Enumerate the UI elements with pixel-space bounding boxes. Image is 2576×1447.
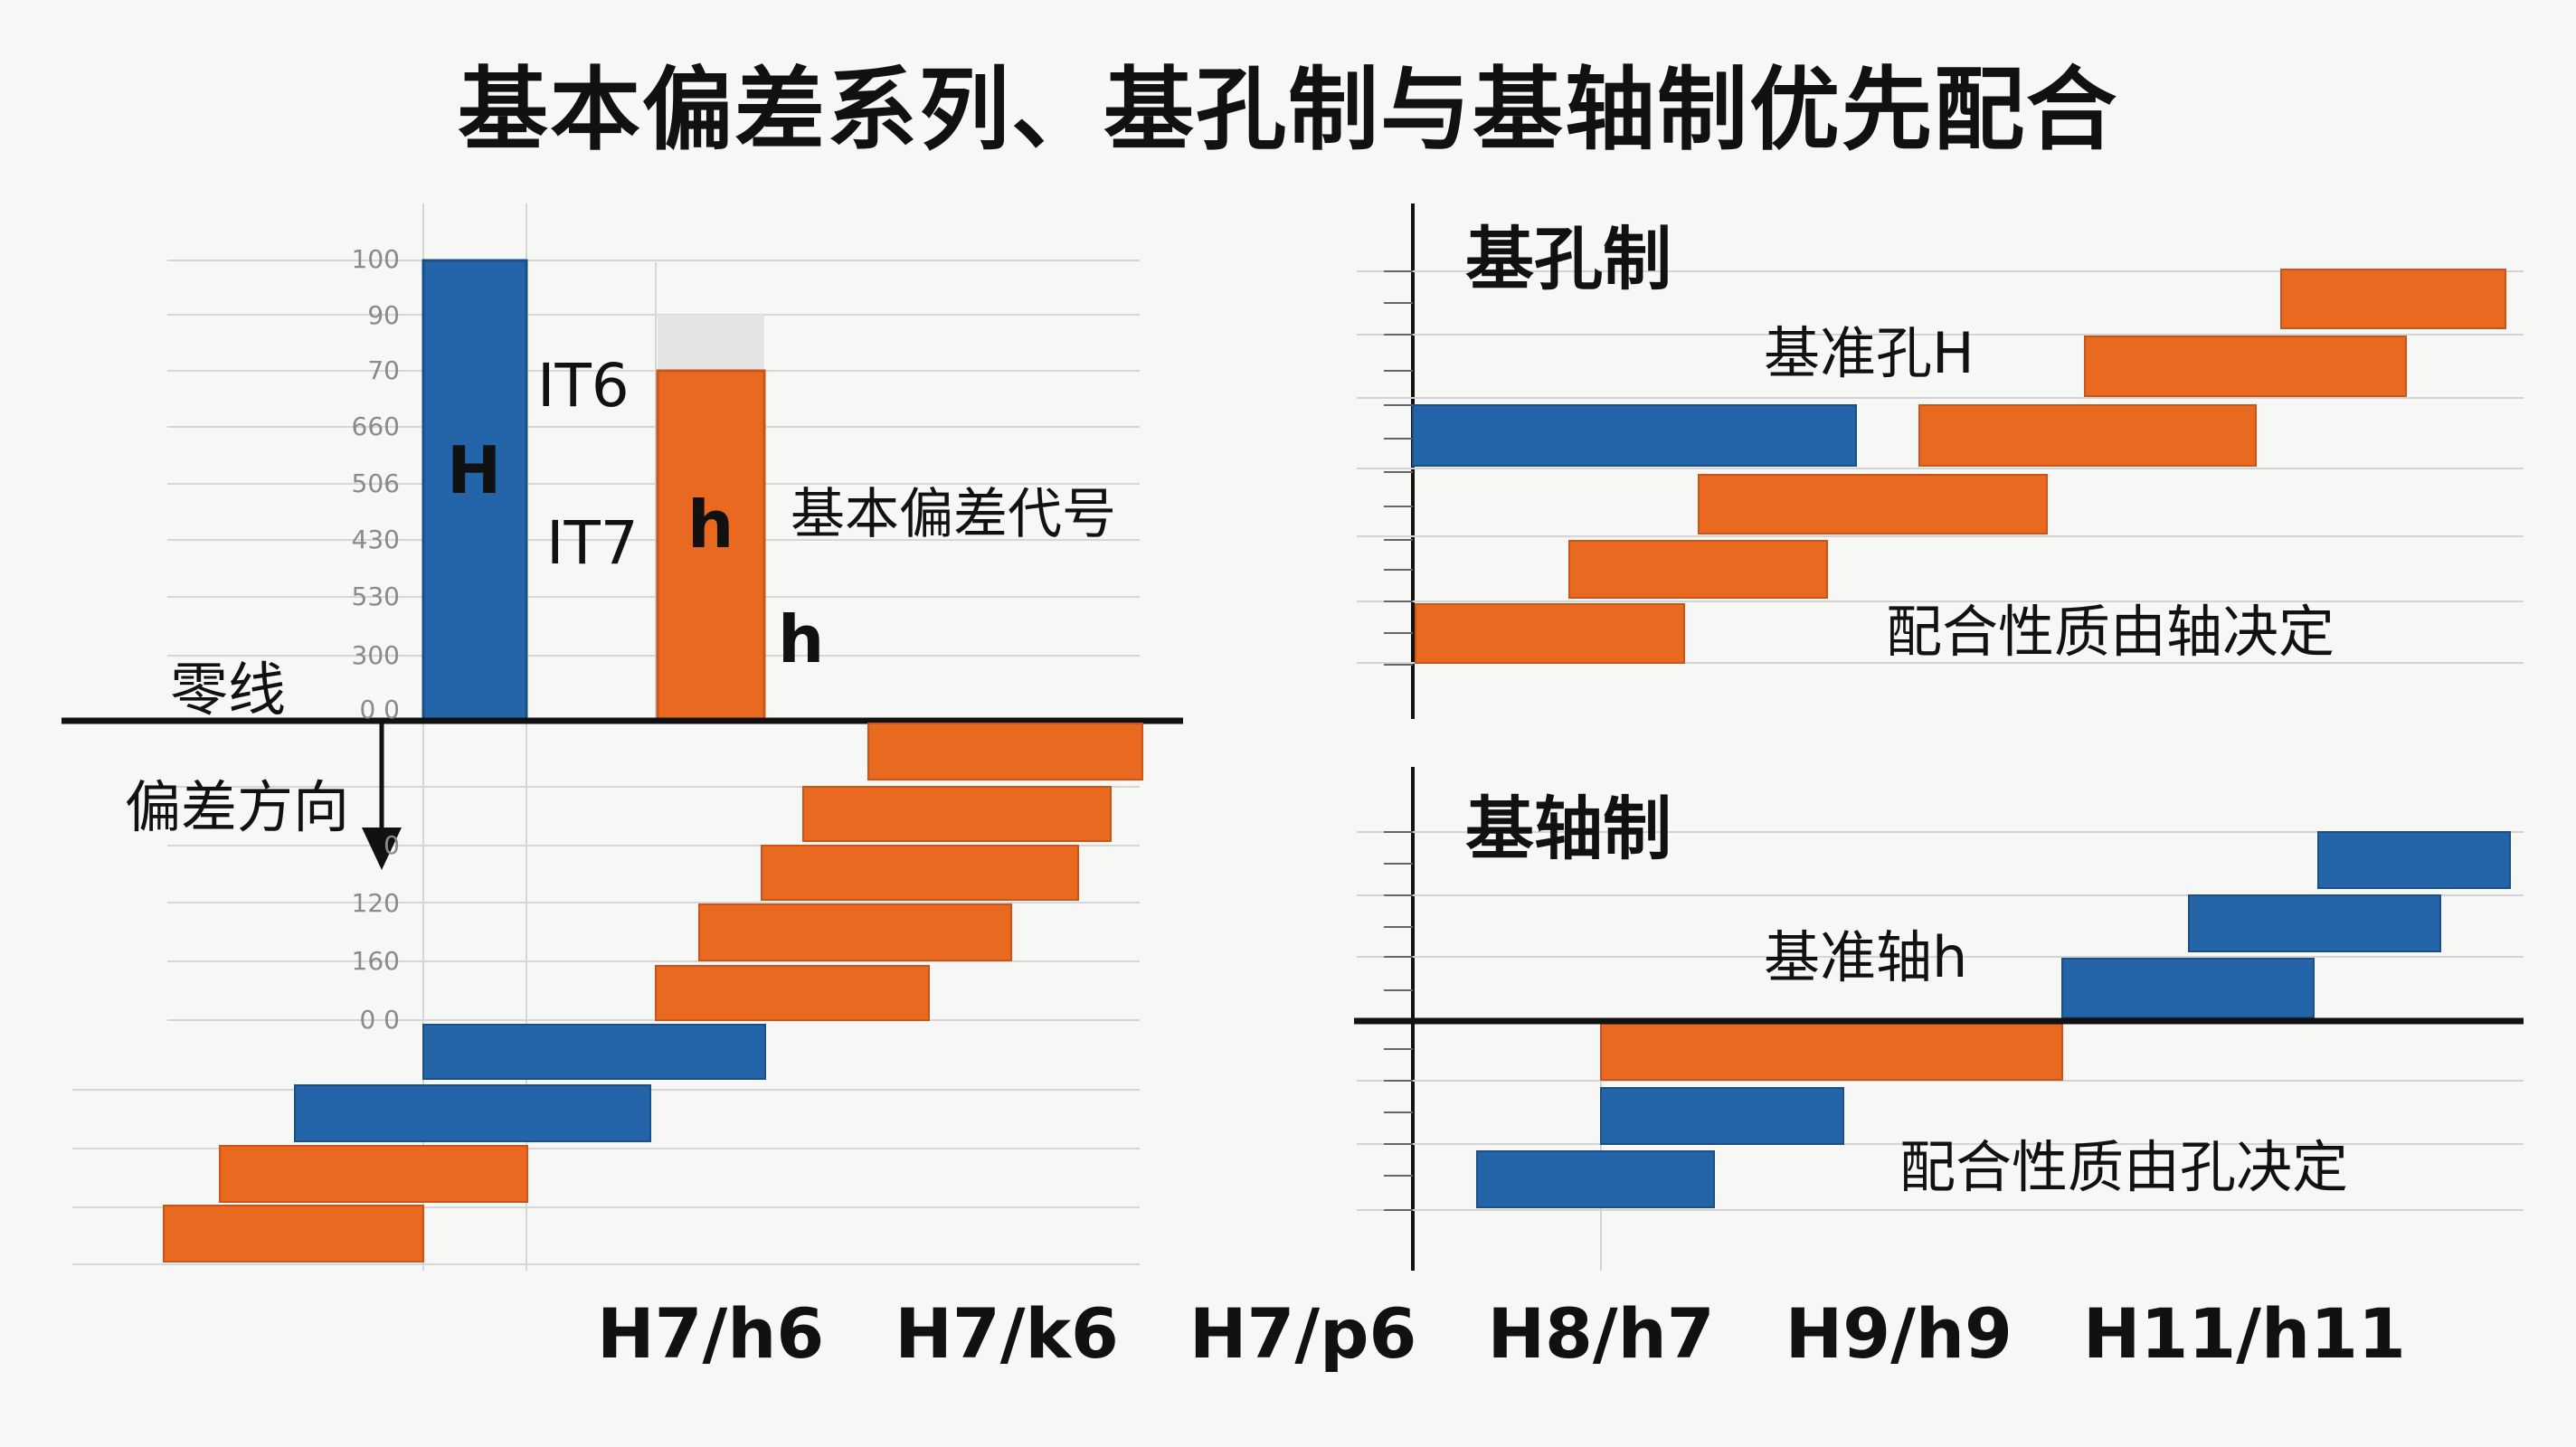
tick-label: 0: [384, 830, 400, 860]
page-title: 基本偏差系列、基孔制与基轴制优先配合: [458, 57, 2118, 163]
hole-basis-base-hole: [1412, 404, 1857, 467]
it6-label: IT6: [537, 351, 630, 421]
left-orange-bars: [163, 723, 1143, 1263]
fit-label: H8/h7: [1487, 1293, 1715, 1374]
hole-basis-note: 配合性质由轴决定: [1886, 599, 2335, 665]
hole-basis-title: 基孔制: [1465, 219, 1672, 299]
tick-label: 530: [351, 582, 400, 611]
tick-label: 300: [351, 640, 400, 670]
hole-zone-H: [421, 259, 528, 721]
shaft-basis-ticks: [1384, 831, 1413, 1211]
tick-label: 120: [351, 888, 400, 918]
tick-label: 100: [351, 244, 400, 274]
fit-label: H9/h9: [1785, 1293, 2012, 1374]
shaft-symbol-side-label: h: [778, 601, 825, 677]
tick-label: 660: [351, 411, 400, 441]
hole-basis-shaft-bars: [1415, 269, 2506, 664]
fit-label: H7/p6: [1189, 1293, 1417, 1374]
tick-label: 0 0: [359, 695, 400, 724]
fit-label: H11/h11: [2082, 1293, 2406, 1374]
shaft-basis-note: 配合性质由孔决定: [1899, 1134, 2349, 1200]
fundamental-deviation-label: 基本偏差代号: [791, 483, 1116, 546]
tick-label: 506: [351, 468, 400, 498]
shaft-basis-blue-bars: [1476, 831, 2511, 1208]
it7-label: IT7: [546, 508, 639, 578]
shaft-basis-base-label: 基准轴h: [1764, 924, 1968, 990]
shaft-basis-title: 基轴制: [1465, 789, 1672, 869]
hole-symbol-label: H: [447, 432, 502, 508]
hole-basis-ticks: [1384, 270, 1413, 666]
preferred-fits-row: H7/h6 H7/k6 H7/p6 H8/h7 H9/h9 H11/h11: [597, 1293, 2406, 1374]
fit-label: H7/k6: [895, 1293, 1119, 1374]
shaft-zone-cap: [658, 315, 764, 371]
shaft-symbol-label: h: [687, 487, 734, 563]
shaft-zone-h: [656, 369, 766, 721]
tick-label: 160: [351, 946, 400, 976]
tick-label: 430: [351, 525, 400, 554]
shaft-basis-orange-bar: [1600, 1023, 2063, 1081]
tick-label: 0 0: [359, 1005, 400, 1035]
hole-basis-base-label: 基准孔H: [1764, 320, 1975, 386]
deviation-direction-label: 偏差方向: [125, 774, 350, 840]
fit-label: H7/h6: [597, 1293, 825, 1374]
tick-label: 90: [367, 300, 400, 330]
left-blue-bars: [294, 1024, 766, 1142]
tick-label: 70: [367, 355, 400, 385]
zero-line-label: 零线: [170, 657, 286, 724]
deviation-arrow-head: [362, 828, 402, 870]
